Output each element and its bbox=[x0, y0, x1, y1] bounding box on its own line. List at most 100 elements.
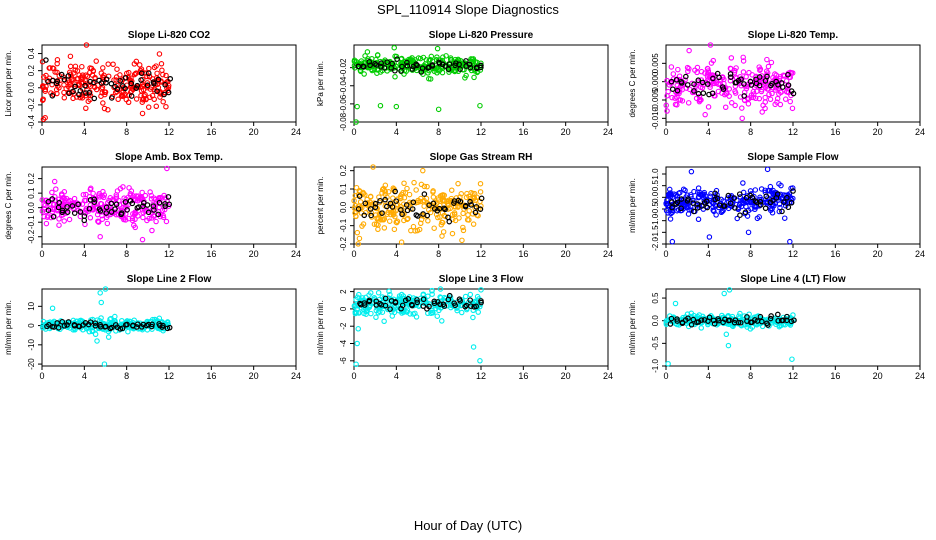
y-tick-label: -1.5 bbox=[651, 225, 660, 239]
data-point bbox=[156, 51, 163, 57]
outlier-point bbox=[706, 234, 713, 240]
highlight-point bbox=[129, 200, 136, 207]
x-tick-label: 12 bbox=[476, 249, 486, 259]
y-tick-label: 2 bbox=[339, 289, 348, 294]
data-point bbox=[477, 180, 484, 187]
x-tick-label: 16 bbox=[830, 127, 840, 137]
highlight-point bbox=[108, 95, 115, 101]
data-point bbox=[699, 192, 706, 199]
data-point bbox=[452, 217, 459, 224]
highlight-point bbox=[674, 316, 680, 322]
data-point bbox=[391, 226, 398, 233]
highlight-point bbox=[463, 202, 469, 209]
x-tick-label: 16 bbox=[206, 249, 216, 259]
data-point bbox=[102, 89, 109, 95]
x-tick-label: 20 bbox=[873, 371, 883, 381]
highlight-point bbox=[691, 88, 697, 94]
data-point bbox=[371, 221, 378, 227]
data-point bbox=[100, 100, 106, 106]
highlight-point bbox=[446, 218, 453, 225]
data-point bbox=[776, 322, 783, 329]
outlier-point bbox=[745, 229, 752, 236]
highlight-point bbox=[372, 200, 379, 207]
highlight-point bbox=[753, 199, 760, 205]
y-tick-label: -6 bbox=[339, 357, 348, 365]
highlight-point bbox=[699, 203, 705, 209]
highlight-point bbox=[138, 70, 145, 77]
highlight-point bbox=[148, 323, 155, 330]
x-tick-label: 12 bbox=[476, 371, 486, 381]
data-point bbox=[745, 96, 752, 102]
data-point bbox=[439, 318, 445, 324]
highlight-point bbox=[478, 64, 484, 71]
data-point bbox=[421, 203, 427, 209]
data-point bbox=[151, 96, 157, 103]
data-point bbox=[142, 91, 148, 98]
data-point bbox=[408, 227, 414, 234]
highlight-point bbox=[155, 76, 162, 83]
data-point bbox=[51, 206, 57, 213]
highlight-point bbox=[45, 198, 52, 205]
data-point bbox=[789, 105, 796, 112]
outlier-point bbox=[477, 358, 483, 364]
highlight-point bbox=[694, 319, 700, 326]
x-tick-label: 24 bbox=[603, 249, 613, 259]
y-axis-label: degrees C per min. bbox=[628, 49, 637, 117]
highlight-point bbox=[394, 56, 400, 62]
x-tick-label: 20 bbox=[249, 249, 259, 259]
data-point bbox=[426, 75, 432, 82]
highlight-point bbox=[160, 322, 166, 329]
data-point bbox=[436, 307, 442, 314]
data-point bbox=[39, 208, 46, 214]
highlight-point bbox=[392, 67, 398, 74]
data-point bbox=[750, 94, 757, 101]
highlight-point bbox=[81, 217, 88, 224]
data-point bbox=[430, 194, 437, 200]
data-point bbox=[53, 186, 59, 192]
data-point bbox=[460, 227, 467, 234]
data-point bbox=[42, 86, 49, 93]
highlight-point bbox=[382, 302, 389, 309]
data-point bbox=[685, 211, 692, 217]
data-point bbox=[404, 185, 410, 192]
data-point bbox=[719, 74, 726, 80]
data-point bbox=[765, 63, 772, 70]
data-point bbox=[163, 72, 169, 79]
data-point bbox=[441, 192, 448, 199]
data-point bbox=[56, 216, 62, 222]
highlight-point bbox=[765, 322, 771, 328]
x-tick-label: 4 bbox=[82, 127, 87, 137]
figure-title: SPL_110914 Slope Diagnostics bbox=[377, 2, 559, 17]
outlier-point bbox=[665, 360, 671, 367]
highlight-point bbox=[446, 292, 453, 299]
highlight-point bbox=[149, 321, 155, 328]
x-tick-label: 4 bbox=[394, 371, 399, 381]
data-point bbox=[360, 221, 367, 227]
data-point bbox=[439, 219, 446, 226]
data-point bbox=[401, 195, 408, 201]
y-tick-label: 1.0 bbox=[651, 168, 660, 180]
highlight-point bbox=[155, 211, 162, 218]
y-tick-label: -0.02 bbox=[339, 58, 348, 77]
data-point bbox=[380, 217, 387, 223]
x-tick-label: 12 bbox=[164, 127, 174, 137]
y-tick-label: 0.0 bbox=[651, 191, 660, 203]
data-point bbox=[764, 56, 770, 63]
data-point bbox=[40, 83, 46, 89]
data-point bbox=[460, 210, 466, 217]
highlight-point bbox=[721, 203, 728, 209]
data-point bbox=[131, 71, 138, 78]
highlight-point bbox=[367, 206, 374, 212]
highlight-point bbox=[738, 76, 744, 82]
highlight-point bbox=[741, 81, 747, 87]
highlight-point bbox=[478, 195, 485, 202]
highlight-point bbox=[727, 200, 734, 207]
highlight-point bbox=[367, 62, 373, 69]
data-point bbox=[470, 221, 477, 227]
data-point bbox=[367, 290, 374, 296]
y-tick-label: 0 bbox=[27, 323, 36, 328]
highlight-point bbox=[699, 79, 706, 86]
y-tick-label: -0.08 bbox=[339, 112, 348, 131]
highlight-point bbox=[91, 199, 98, 205]
data-point bbox=[437, 214, 443, 220]
